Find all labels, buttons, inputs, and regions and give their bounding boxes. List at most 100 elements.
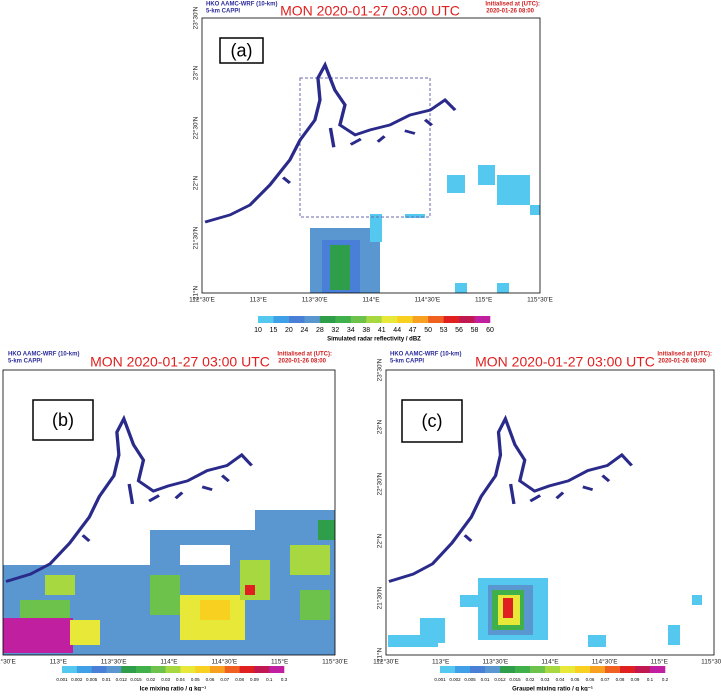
x-tick-label: 115°E — [651, 658, 669, 666]
colorbar-label: 10 — [254, 327, 262, 334]
zoom-box — [299, 77, 431, 218]
colorbar-swatch — [474, 316, 491, 323]
panel-label-box — [401, 399, 463, 443]
x-tick-label: 112°30'E — [373, 658, 399, 666]
colorbar-label: 0.03 — [161, 677, 170, 682]
colorbar-swatch — [224, 666, 240, 673]
x-tick-label: 113°E — [432, 658, 450, 666]
init-time: 2020-01-26 08:00 — [278, 359, 326, 365]
colorbar-label: 0.02 — [526, 677, 535, 682]
y-tick-label: 22°N — [376, 533, 384, 548]
field-cells — [310, 165, 540, 293]
field-cells — [388, 578, 702, 647]
y-tick-label: 23°N — [376, 419, 384, 434]
x-tick-label: 115°E — [271, 658, 289, 666]
colorbar-label: 0.002 — [449, 677, 461, 682]
valid-time: MON 2020-01-27 03:00 UTC — [280, 3, 460, 19]
colorbar-swatch — [590, 666, 606, 673]
colorbar-label: 58 — [471, 327, 479, 334]
init-time: 2020-01-26 08:00 — [486, 9, 534, 15]
panel-label-box — [32, 399, 94, 441]
colorbar-label: 60 — [486, 327, 494, 334]
colorbar-swatch — [254, 666, 270, 673]
panel-label: (a) — [231, 40, 253, 60]
x-tick-label: 113°30'E — [302, 296, 328, 304]
valid-time: MON 2020-01-27 03:00 UTC — [475, 354, 655, 370]
x-tick-label: 114°30'E — [414, 296, 440, 304]
colorbar-swatch — [575, 666, 591, 673]
colorbar-label: 0.2 — [662, 677, 669, 682]
colorbar-label: 0.001 — [434, 677, 446, 682]
colorbar-swatch — [545, 666, 561, 673]
coastline — [203, 63, 457, 224]
colorbar-label: 0.08 — [616, 677, 625, 682]
colorbar-swatch — [258, 316, 274, 323]
y-tick-label: 23°30'N — [0, 358, 1, 381]
colorbar-swatch — [210, 666, 226, 673]
colorbar-label: 15 — [270, 327, 278, 334]
colorbar-label: 50 — [424, 327, 432, 334]
panel-label-box — [219, 37, 264, 64]
colorbar-label: 0.005 — [464, 677, 476, 682]
colorbar-label: 0.05 — [571, 677, 580, 682]
colorbar-swatch — [273, 316, 290, 323]
x-tick-label: 112°30'E — [189, 296, 215, 304]
colorbar-swatch — [459, 316, 475, 323]
x-tick-label: 115°30'E — [701, 658, 721, 666]
colorbar-label: 0.1 — [647, 677, 654, 682]
product-name: 5-km CAPPI — [8, 359, 42, 365]
y-tick-label: 21°30'N — [0, 586, 1, 609]
colorbar-swatch — [319, 316, 336, 323]
model-name: HKO AAMC-WRF (10-km) — [8, 352, 79, 358]
colorbar-label: 0.04 — [556, 677, 565, 682]
colorbar-label: 0.005 — [86, 677, 98, 682]
colorbar-label: 0.015 — [130, 677, 142, 682]
x-tick-label: 114°E — [160, 658, 178, 666]
y-tick-label: 21°30'N — [192, 226, 200, 249]
x-tick-label: 115°30'E — [527, 296, 553, 304]
colorbar-label: 0.002 — [71, 677, 83, 682]
x-tick-label: 114°30'E — [592, 658, 618, 666]
init-label: Initialised at (UTC): — [485, 2, 540, 8]
colorbar-title: Ice mixing ratio / g kg⁻¹ — [140, 686, 207, 691]
colorbar-swatch — [136, 666, 152, 673]
x-tick-label: 113°E — [50, 658, 68, 666]
x-tick-label: 113°30'E — [101, 658, 127, 666]
colorbar-swatch — [381, 316, 398, 323]
colorbar-swatch — [635, 666, 651, 673]
colorbar-label: 0.01 — [102, 677, 111, 682]
y-tick-label: 21°N — [0, 647, 1, 662]
init-label: Initialised at (UTC): — [277, 352, 332, 358]
x-tick-label: 114°E — [541, 658, 559, 666]
colorbar-swatch — [304, 316, 321, 323]
colorbar-swatch — [165, 666, 181, 673]
colorbar-swatch — [428, 316, 444, 323]
y-tick-label: 23°30'N — [376, 358, 384, 381]
colorbar-swatch — [485, 666, 501, 673]
x-tick-label: 113°E — [250, 296, 268, 304]
colorbar-swatch — [650, 666, 666, 673]
valid-time: MON 2020-01-27 03:00 UTC — [90, 354, 270, 370]
map-frame — [2, 369, 336, 656]
y-tick-label: 23°30'N — [192, 6, 200, 29]
product-name: 5-km CAPPI — [206, 9, 240, 15]
colorbar-swatch — [443, 316, 460, 323]
colorbar-title: Simulated radar reflectivity / dBZ — [327, 337, 421, 343]
y-tick-label: 22°30'N — [192, 116, 200, 139]
map-frame — [385, 369, 715, 656]
colorbar-label: 47 — [409, 327, 417, 334]
colorbar-swatch — [239, 666, 255, 673]
y-tick-label: 22°30'N — [376, 472, 384, 495]
colorbar-swatch — [397, 316, 413, 323]
init-time: 2020-01-26 08:00 — [658, 359, 706, 365]
y-tick-label: 23°N — [0, 419, 1, 434]
colorbar-label: 0.015 — [509, 677, 521, 682]
product-name: 5-km CAPPI — [390, 359, 424, 365]
colorbar-label: 0.3 — [281, 677, 288, 682]
model-name: HKO AAMC-WRF (10-km) — [206, 2, 277, 8]
colorbar-swatch — [76, 666, 92, 673]
colorbar-label: 0.012 — [494, 677, 506, 682]
x-tick-label: 115°E — [475, 296, 493, 304]
model-name: HKO AAMC-WRF (10-km) — [390, 352, 461, 358]
colorbar-label: 0.08 — [235, 677, 244, 682]
